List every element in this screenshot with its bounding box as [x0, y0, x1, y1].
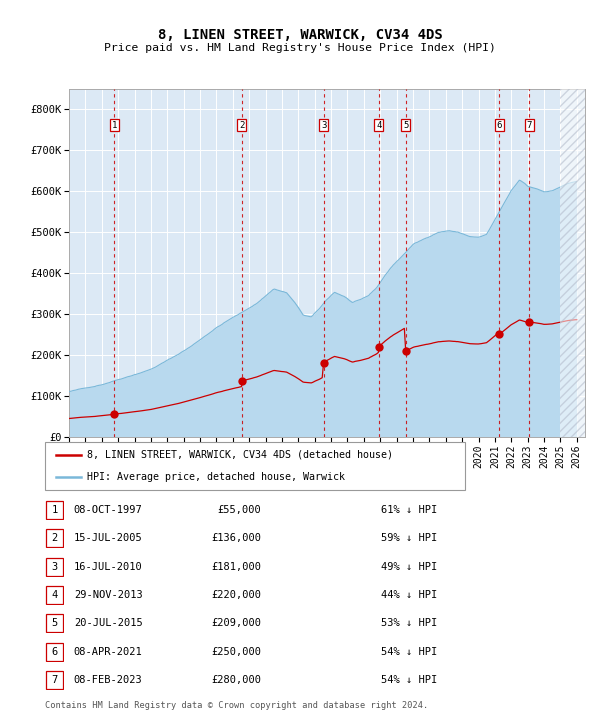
- FancyBboxPatch shape: [46, 529, 63, 547]
- Text: 8, LINEN STREET, WARWICK, CV34 4DS: 8, LINEN STREET, WARWICK, CV34 4DS: [158, 28, 442, 43]
- Text: 44% ↓ HPI: 44% ↓ HPI: [381, 590, 437, 600]
- FancyBboxPatch shape: [46, 586, 63, 604]
- Text: 5: 5: [403, 121, 409, 130]
- Text: 29-NOV-2013: 29-NOV-2013: [74, 590, 143, 600]
- Text: 53% ↓ HPI: 53% ↓ HPI: [381, 618, 437, 628]
- Text: HPI: Average price, detached house, Warwick: HPI: Average price, detached house, Warw…: [87, 472, 345, 482]
- Text: 20-JUL-2015: 20-JUL-2015: [74, 618, 143, 628]
- Text: 6: 6: [497, 121, 502, 130]
- Text: 49% ↓ HPI: 49% ↓ HPI: [381, 562, 437, 572]
- Text: Price paid vs. HM Land Registry's House Price Index (HPI): Price paid vs. HM Land Registry's House …: [104, 43, 496, 53]
- Text: 54% ↓ HPI: 54% ↓ HPI: [381, 675, 437, 685]
- Text: 61% ↓ HPI: 61% ↓ HPI: [381, 505, 437, 515]
- Text: 4: 4: [52, 590, 58, 600]
- Text: 3: 3: [321, 121, 326, 130]
- Text: 1: 1: [112, 121, 117, 130]
- Text: 59% ↓ HPI: 59% ↓ HPI: [381, 533, 437, 543]
- Text: 54% ↓ HPI: 54% ↓ HPI: [381, 647, 437, 657]
- FancyBboxPatch shape: [46, 643, 63, 661]
- FancyBboxPatch shape: [46, 614, 63, 633]
- FancyBboxPatch shape: [46, 557, 63, 576]
- Text: 1: 1: [52, 505, 58, 515]
- Text: 2: 2: [239, 121, 244, 130]
- Text: 6: 6: [52, 647, 58, 657]
- Text: 08-OCT-1997: 08-OCT-1997: [74, 505, 143, 515]
- Text: £209,000: £209,000: [211, 618, 261, 628]
- Text: 08-APR-2021: 08-APR-2021: [74, 647, 143, 657]
- Text: £181,000: £181,000: [211, 562, 261, 572]
- Text: 7: 7: [52, 675, 58, 685]
- Text: 8, LINEN STREET, WARWICK, CV34 4DS (detached house): 8, LINEN STREET, WARWICK, CV34 4DS (deta…: [87, 449, 393, 459]
- Text: £280,000: £280,000: [211, 675, 261, 685]
- Text: 5: 5: [52, 618, 58, 628]
- Text: 15-JUL-2005: 15-JUL-2005: [74, 533, 143, 543]
- Text: 4: 4: [376, 121, 382, 130]
- Text: £250,000: £250,000: [211, 647, 261, 657]
- FancyBboxPatch shape: [46, 671, 63, 689]
- Text: 3: 3: [52, 562, 58, 572]
- FancyBboxPatch shape: [46, 501, 63, 519]
- Text: £220,000: £220,000: [211, 590, 261, 600]
- Text: £136,000: £136,000: [211, 533, 261, 543]
- Text: 7: 7: [527, 121, 532, 130]
- Text: 16-JUL-2010: 16-JUL-2010: [74, 562, 143, 572]
- Text: 2: 2: [52, 533, 58, 543]
- Text: 08-FEB-2023: 08-FEB-2023: [74, 675, 143, 685]
- Text: Contains HM Land Registry data © Crown copyright and database right 2024.: Contains HM Land Registry data © Crown c…: [45, 701, 428, 710]
- Text: £55,000: £55,000: [217, 505, 261, 515]
- FancyBboxPatch shape: [45, 442, 465, 490]
